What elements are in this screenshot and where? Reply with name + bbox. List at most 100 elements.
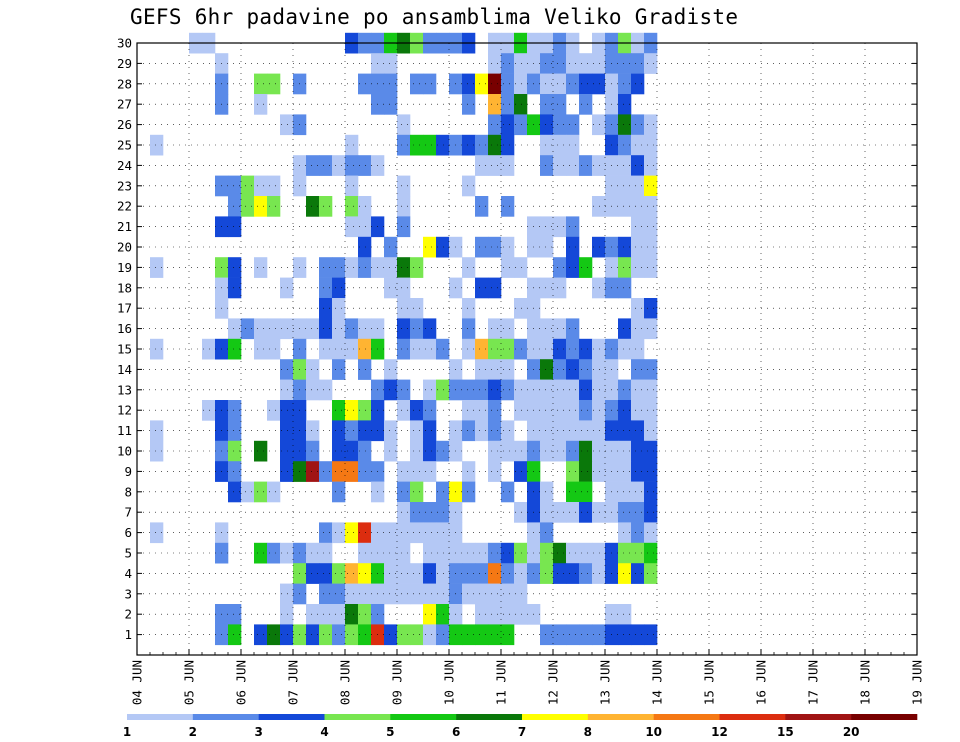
heatmap-cell: [501, 481, 515, 503]
heatmap-cell: [540, 542, 554, 564]
heatmap-cell: [397, 522, 411, 544]
heatmap-cell: [436, 583, 450, 605]
heatmap-cell: [592, 236, 606, 258]
heatmap-cell: [397, 216, 411, 238]
heatmap-cell: [631, 236, 645, 258]
heatmap-cell: [488, 53, 502, 74]
heatmap-cell: [553, 624, 567, 646]
heatmap-cell: [644, 134, 658, 156]
colorbar-swatch: [390, 714, 457, 720]
heatmap-cell: [345, 604, 359, 625]
heatmap-cell: [514, 379, 528, 401]
y-tick-label: 3: [124, 586, 132, 601]
y-tick-label: 30: [117, 36, 132, 51]
heatmap-cell: [631, 338, 645, 360]
heatmap-cell: [566, 379, 580, 401]
heatmap-cell: [423, 338, 437, 360]
heatmap-cell: [462, 400, 476, 421]
heatmap-cell: [644, 318, 658, 340]
colorbar-label: 15: [777, 725, 794, 739]
heatmap-cell: [423, 134, 437, 156]
y-tick-label: 10: [117, 444, 132, 459]
heatmap-cell: [566, 400, 580, 421]
heatmap-cell: [280, 420, 294, 442]
y-tick-label: 6: [124, 525, 132, 540]
heatmap-cell: [462, 257, 476, 278]
heatmap-cell: [228, 481, 242, 503]
heatmap-cell: [475, 420, 489, 442]
heatmap-cell: [514, 542, 528, 564]
heatmap-cell: [358, 73, 372, 95]
heatmap-cell: [423, 563, 437, 584]
heatmap-cell: [319, 298, 333, 319]
heatmap-cell: [462, 94, 476, 115]
heatmap-cell: [553, 338, 567, 360]
y-tick-label: 22: [117, 199, 132, 214]
heatmap-cell: [631, 175, 645, 197]
heatmap-cell: [618, 563, 632, 584]
x-tick-label: 19 JUN: [910, 660, 925, 705]
y-tick-label: 8: [124, 484, 132, 499]
heatmap-cell: [553, 318, 567, 340]
heatmap-cell: [319, 338, 333, 360]
y-tick-label: 17: [117, 301, 132, 316]
heatmap-cell: [332, 440, 346, 462]
heatmap-cell: [553, 502, 567, 523]
heatmap-cell: [150, 440, 164, 462]
heatmap-cell: [618, 502, 632, 523]
heatmap-cell: [280, 277, 294, 299]
heatmap-cell: [631, 440, 645, 462]
heatmap-cell: [644, 175, 658, 197]
heatmap-cell: [514, 502, 528, 523]
heatmap-cell: [410, 502, 424, 523]
heatmap-cell: [592, 73, 606, 95]
heatmap-cell: [488, 134, 502, 156]
heatmap-cell: [540, 94, 554, 115]
heatmap-cell: [644, 461, 658, 482]
heatmap-cell: [254, 481, 268, 503]
heatmap-cell: [332, 481, 346, 503]
heatmap-cell: [241, 175, 255, 197]
heatmap-cell: [579, 542, 593, 564]
heatmap-cell: [618, 73, 632, 95]
y-tick-label: 20: [117, 240, 132, 255]
heatmap-cell: [332, 420, 346, 442]
heatmap-cell: [540, 73, 554, 95]
heatmap-cell: [514, 338, 528, 360]
heatmap-cell: [228, 604, 242, 625]
heatmap-cell: [280, 318, 294, 340]
heatmap-cell: [501, 318, 515, 340]
heatmap-cell: [319, 542, 333, 564]
heatmap-cell: [254, 94, 268, 115]
heatmap-cell: [475, 542, 489, 564]
heatmap-cell: [579, 359, 593, 380]
colorbar-swatch: [258, 714, 325, 720]
heatmap-cell: [488, 379, 502, 401]
heatmap-cell: [540, 277, 554, 299]
heatmap-cell: [540, 400, 554, 421]
heatmap-cell: [462, 624, 476, 646]
heatmap-cell: [501, 379, 515, 401]
heatmap-cell: [436, 236, 450, 258]
colorbar-swatch: [127, 714, 194, 720]
heatmap-cell: [631, 134, 645, 156]
colorbar-label: 1: [123, 725, 131, 739]
heatmap-cell: [579, 155, 593, 176]
heatmap-cell: [644, 440, 658, 462]
heatmap-cell: [254, 318, 268, 340]
heatmap-cell: [566, 216, 580, 238]
heatmap-cell: [631, 298, 645, 319]
colorbar-swatch: [192, 714, 259, 720]
heatmap-cell: [514, 440, 528, 462]
x-tick-label: 16 JUN: [754, 660, 769, 705]
heatmap-cell: [436, 379, 450, 401]
heatmap-cell: [306, 155, 320, 176]
heatmap-cell: [462, 318, 476, 340]
heatmap-cell: [592, 359, 606, 380]
heatmap-cell: [631, 461, 645, 482]
heatmap-cell: [384, 73, 398, 95]
heatmap-cell: [319, 461, 333, 482]
heatmap-cell: [436, 338, 450, 360]
heatmap-cell: [423, 420, 437, 442]
y-tick-label: 19: [117, 260, 132, 275]
